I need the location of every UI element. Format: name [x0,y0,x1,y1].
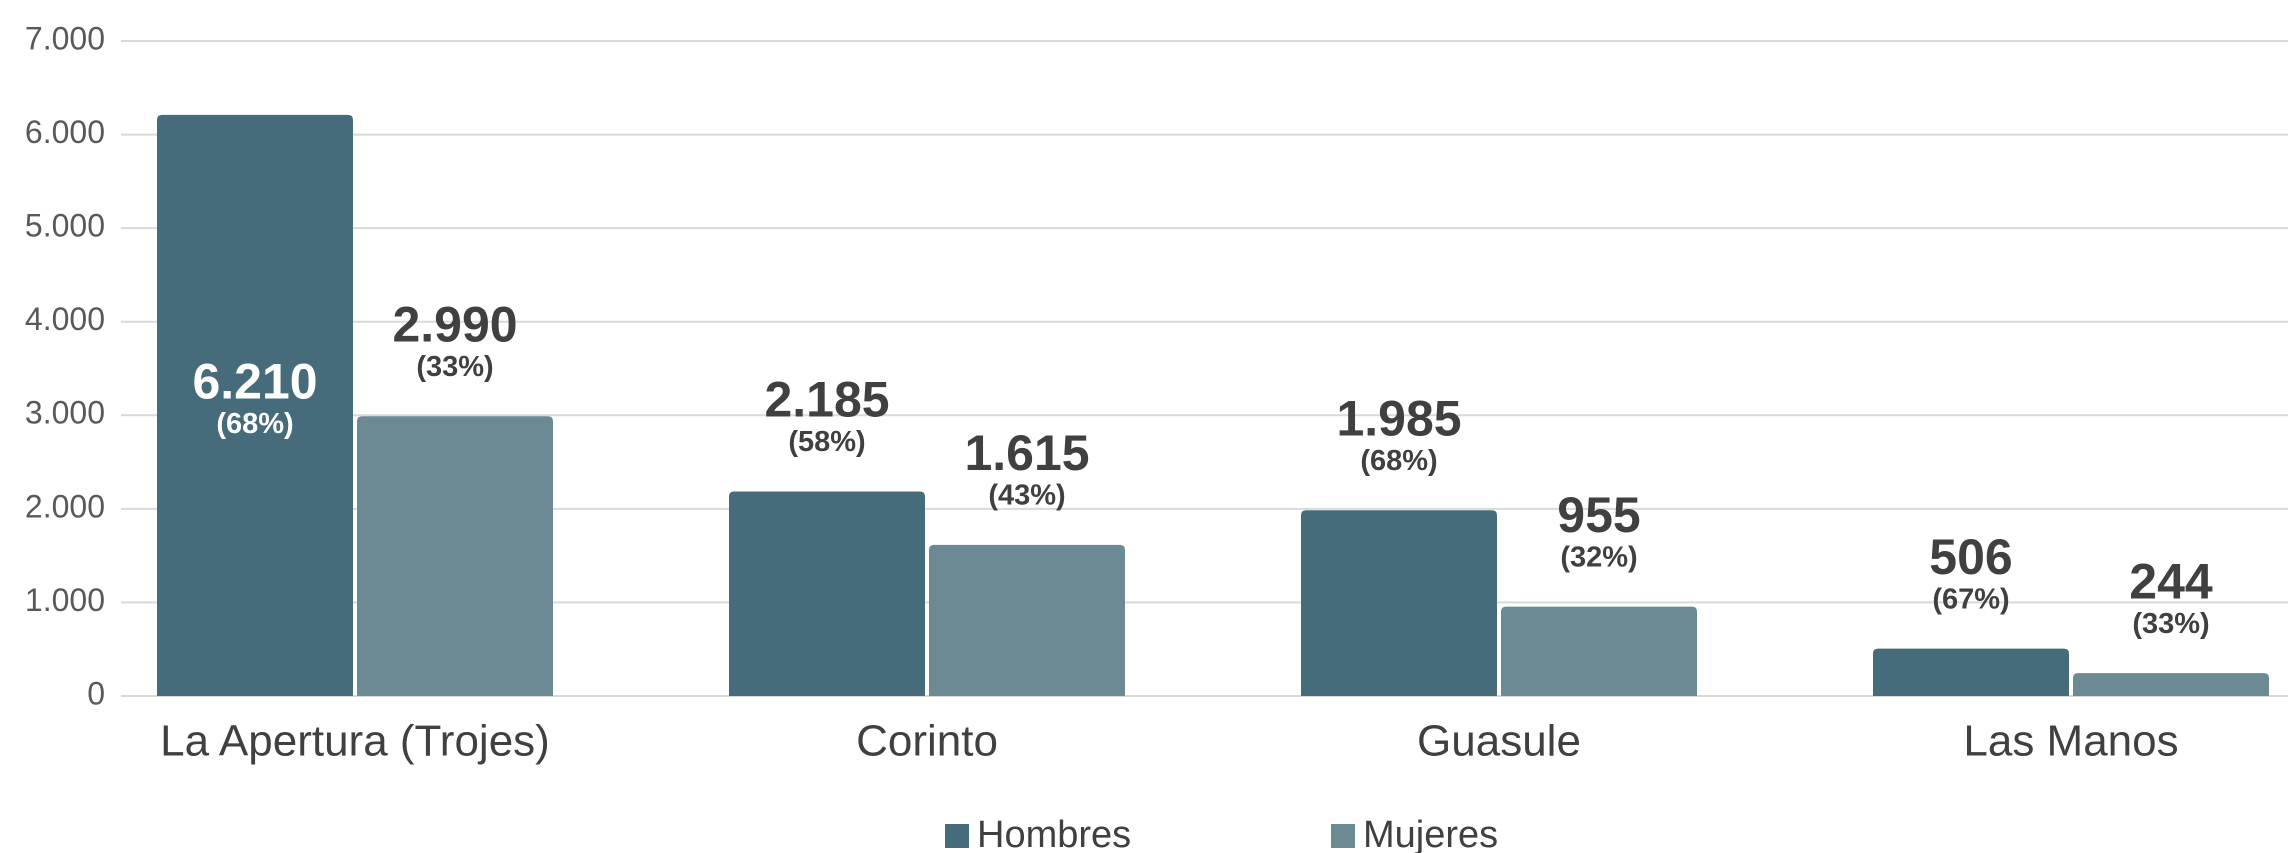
y-tick-label: 2.000 [25,488,105,524]
bar [729,491,925,696]
x-tick-label: Guasule [1417,717,1581,766]
bar [1873,648,2069,696]
data-share-label: (33%) [2132,608,2209,640]
bar [1501,606,1697,696]
legend-swatch [945,824,969,848]
bar [1301,510,1497,696]
y-tick-label: 5.000 [25,208,105,244]
data-label: 244 [2129,553,2213,609]
bar [2073,673,2269,696]
bar [357,416,553,696]
data-label: 1.615 [964,425,1089,481]
data-label: 506 [1929,529,2012,585]
x-tick-label: Corinto [856,717,998,766]
x-tick-label: La Apertura (Trojes) [160,717,550,766]
y-tick-label: 7.000 [25,20,105,56]
data-share-label: (32%) [1560,541,1637,573]
data-share-label: (58%) [788,426,865,458]
data-share-label: (68%) [216,408,293,440]
y-tick-label: 0 [87,675,105,711]
y-tick-label: 1.000 [25,582,105,618]
y-tick-label: 4.000 [25,301,105,337]
y-tick-label: 3.000 [25,395,105,431]
data-label: 1.985 [1336,390,1461,446]
data-label: 2.990 [392,296,517,352]
data-label: 2.185 [764,372,889,428]
data-share-label: (33%) [416,351,493,383]
data-share-label: (43%) [988,480,1065,512]
x-tick-label: Las Manos [1963,717,2178,766]
data-share-label: (68%) [1360,445,1437,477]
legend-label: Hombres [977,814,1131,853]
data-share-label: (67%) [1932,583,2009,615]
legend-swatch [1331,824,1355,848]
data-label: 6.210 [192,354,317,410]
data-label: 955 [1557,487,1640,543]
y-tick-label: 6.000 [25,114,105,150]
bar [929,544,1125,696]
legend-label: Mujeres [1363,814,1498,853]
bar [157,114,353,696]
